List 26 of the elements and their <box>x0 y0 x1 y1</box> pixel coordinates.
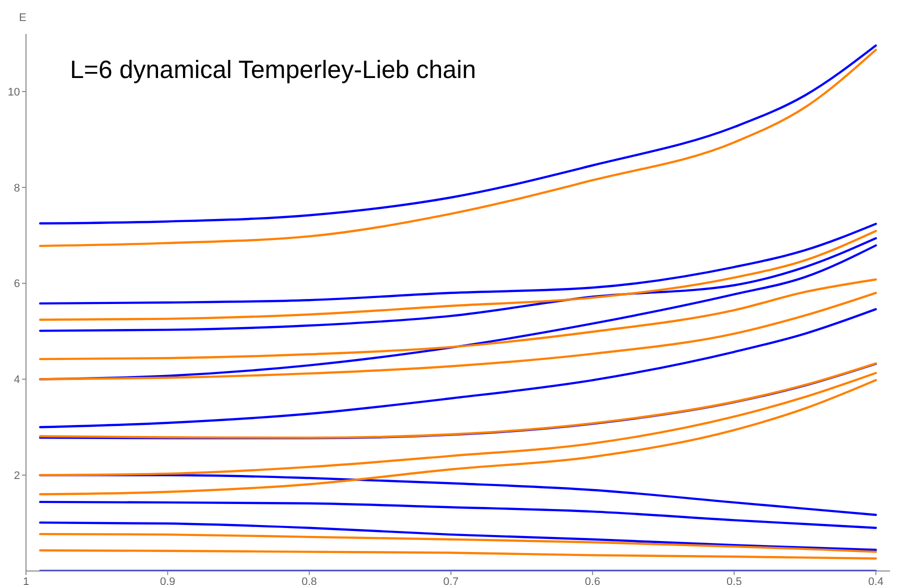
line-series <box>39 308 877 428</box>
y-tick-label: 8 <box>14 182 20 194</box>
line-series <box>39 222 877 305</box>
x-tick-label: 0.9 <box>160 576 176 585</box>
line-series <box>39 521 877 552</box>
y-tick-label: 10 <box>8 86 20 98</box>
line-series <box>39 532 877 553</box>
text: L=6 dynamical Temperley-Lieb chain <box>70 56 476 85</box>
x-tick-label: 1 <box>22 576 30 585</box>
y-tick-label: 4 <box>14 374 20 386</box>
x-tick-label: 0.5 <box>726 576 742 585</box>
line-series <box>39 237 877 332</box>
x-tick-label: 0.6 <box>584 576 600 585</box>
line-series <box>39 500 877 529</box>
line-series <box>39 372 877 476</box>
line-series <box>39 292 877 380</box>
line-series <box>39 549 877 560</box>
line-series <box>39 278 877 360</box>
x-tick-label: 0.8 <box>302 576 317 585</box>
y-tick-label: 6 <box>14 278 20 290</box>
line-series <box>39 379 877 496</box>
x-tick-label: 0.4 <box>868 576 884 585</box>
y-axis-title: E <box>19 12 26 24</box>
y-tick-label: 2 <box>14 470 20 482</box>
x-tick-label: 0.7 <box>443 576 459 585</box>
line-series <box>39 230 877 321</box>
